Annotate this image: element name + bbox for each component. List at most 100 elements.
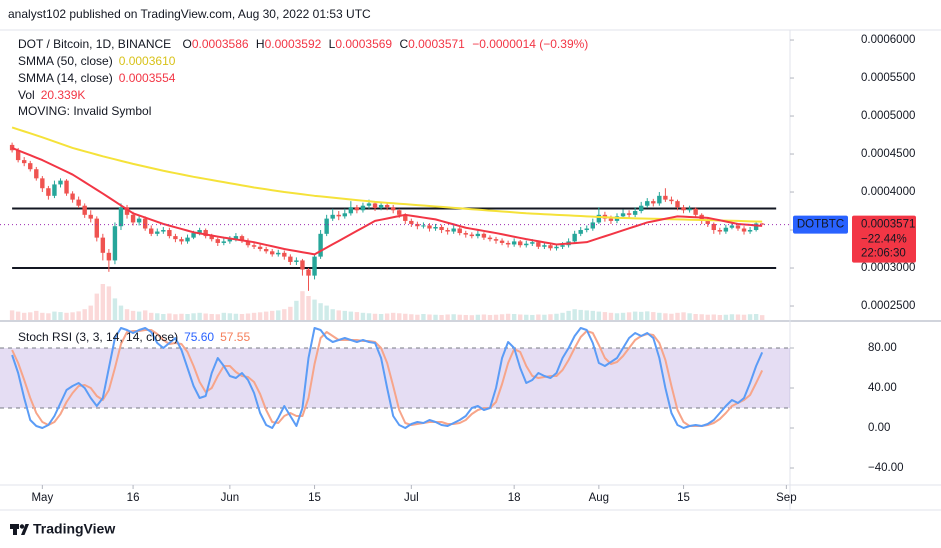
footer-brand: TradingView — [33, 521, 115, 537]
volume-bar — [88, 305, 93, 320]
volume-bar — [330, 309, 335, 320]
candle-body — [209, 236, 214, 240]
candle-body — [58, 180, 63, 185]
candle-body — [372, 203, 378, 208]
candle-body — [499, 240, 505, 243]
volume-bar — [487, 314, 493, 320]
candle-body — [403, 214, 408, 221]
volume-bar — [124, 309, 130, 320]
candle-body — [263, 249, 269, 252]
legend-name: SMMA (50, close) — [18, 54, 113, 68]
volume-bar — [306, 296, 311, 320]
candle-body — [52, 184, 57, 196]
footer-logo — [10, 524, 29, 535]
volume-bar — [318, 303, 323, 320]
candle-body — [312, 256, 317, 276]
candle-body — [173, 236, 178, 240]
volume-bar — [130, 310, 136, 320]
volume-bar — [397, 313, 402, 320]
candle-body — [378, 204, 384, 208]
legend-volume: Vol 20.339K — [18, 88, 85, 102]
x-tick-label: Jun — [221, 492, 240, 504]
volume-bar — [735, 314, 741, 320]
price-tag-price: 0.0003571 — [861, 219, 915, 231]
y-tick-label: 0.0002500 — [861, 300, 915, 312]
candle-body — [451, 228, 456, 232]
volume-bar — [40, 312, 45, 320]
candle-body — [185, 237, 190, 242]
candle-body — [747, 230, 753, 232]
volume-bar — [566, 310, 571, 320]
candle-body — [227, 239, 233, 242]
candle-body — [608, 218, 614, 221]
candle-body — [342, 213, 347, 217]
y-tick-label: 0.0005500 — [861, 72, 915, 84]
candle-body — [360, 205, 366, 211]
volume-bar — [663, 313, 668, 320]
ohlc-value: 0.0003592 — [265, 37, 322, 51]
volume-bar — [602, 312, 608, 320]
volume-bar — [753, 314, 759, 320]
volume-bar — [136, 311, 142, 320]
stoch-legend: Stoch RSI (3, 3, 14, 14, close) 75.60 57.5… — [18, 330, 250, 344]
candle-body — [626, 213, 632, 215]
y-tick-label: 0.0004500 — [861, 148, 915, 160]
volume-bar — [149, 312, 154, 320]
volume-bar — [46, 313, 51, 320]
x-tick-label: Sep — [776, 492, 796, 504]
volume-bar — [433, 314, 438, 320]
candle-body — [481, 233, 487, 238]
candle-body — [511, 241, 517, 245]
volume-bar — [342, 310, 347, 320]
volume-bar — [82, 309, 87, 320]
candle-body — [306, 269, 311, 276]
volume-bar — [481, 314, 487, 320]
candle-body — [693, 208, 698, 215]
candle-body — [711, 223, 716, 231]
candle-body — [632, 211, 638, 215]
volume-bar — [669, 313, 674, 320]
candle-body — [155, 231, 160, 234]
legend-name: SMMA (14, close) — [18, 71, 113, 85]
x-tick-label: 15 — [308, 492, 321, 504]
candle-body — [270, 251, 275, 255]
candle-body — [233, 236, 239, 240]
candle-body — [645, 201, 650, 206]
volume-bar — [167, 313, 172, 320]
volume-bar — [263, 311, 269, 320]
volume-bar — [366, 313, 372, 320]
candle-body — [251, 245, 257, 247]
volume-bar — [282, 309, 287, 320]
candle-body — [397, 210, 402, 215]
volume-bar — [536, 314, 541, 320]
volume-bar — [70, 312, 75, 320]
volume-bar — [717, 314, 723, 320]
candle-body — [663, 195, 668, 200]
volume-bar — [651, 312, 656, 320]
volume-bar — [511, 314, 517, 320]
volume-bar — [427, 314, 432, 320]
volume-bar — [729, 314, 735, 320]
candle-body — [572, 233, 577, 242]
ohlc-key: O — [183, 37, 192, 51]
volume-bar — [626, 312, 632, 320]
candle-body — [161, 230, 166, 232]
candle-body — [439, 226, 444, 231]
volume-bar — [384, 313, 390, 320]
volume-bar — [439, 314, 444, 320]
y-tick-label: 0.0003000 — [861, 262, 915, 274]
candle-body — [324, 218, 329, 234]
y-tick-label: 80.00 — [868, 342, 897, 354]
sma-line — [11, 147, 763, 256]
volume-bar — [324, 305, 329, 320]
ohlc-key: L — [329, 37, 336, 51]
candle-body — [560, 245, 565, 247]
volume-bar — [493, 314, 499, 320]
volume-bar — [288, 306, 293, 320]
published-note: analyst102 published on TradingView.com,… — [8, 7, 371, 21]
x-tick-label: 16 — [127, 492, 140, 504]
volume-bar — [457, 314, 462, 320]
